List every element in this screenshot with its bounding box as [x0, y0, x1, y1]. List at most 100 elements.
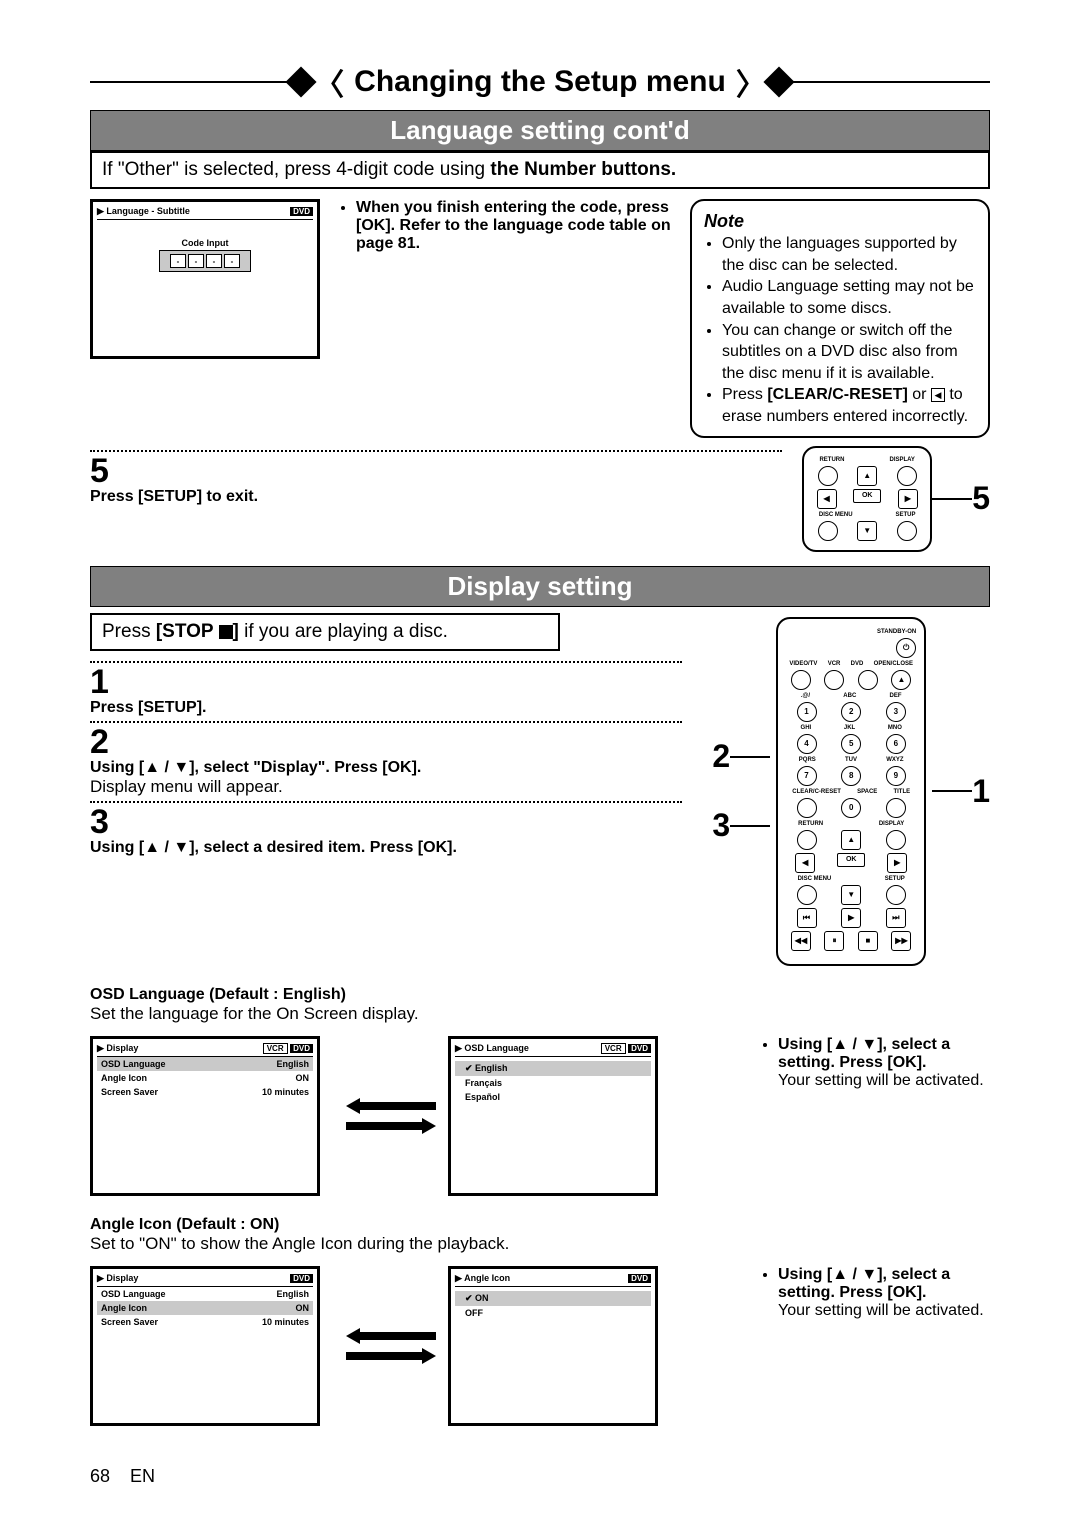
remote-full: STANDBY-ON ⏻ VIDEO/TV VCR DVD OPEN/CLOSE… [776, 617, 926, 966]
step5-text: Press [SETUP] to exit. [90, 488, 258, 505]
setup-button[interactable] [897, 521, 917, 541]
title-button[interactable] [886, 798, 906, 818]
side-num-5: 5 [972, 480, 990, 517]
code-digit-3: - [206, 254, 222, 268]
angle-instr-bold: Using [▲ / ▼], select a setting. Press [… [778, 1266, 950, 1301]
note-item-4: Press [CLEAR/C-RESET] or ◀ to erase numb… [722, 384, 976, 427]
osd-badge: DVD [290, 207, 313, 216]
left-button[interactable]: ◀ [817, 489, 837, 509]
pause-button[interactable]: ⏸ [824, 931, 844, 951]
step3-text: Using [▲ / ▼], select a desired item. Pr… [90, 839, 457, 856]
intro-bold: the Number buttons. [490, 159, 676, 180]
vcr-button[interactable] [824, 670, 844, 690]
dvd-button[interactable] [858, 670, 878, 690]
right-button[interactable]: ▶ [898, 489, 918, 509]
page-header: 〈 Changing the Setup menu 〉 [90, 60, 990, 104]
osd-title: Language - Subtitle [106, 206, 190, 216]
side-num-2: 2 [712, 738, 730, 775]
standby-button[interactable]: ⏻ [896, 638, 916, 658]
left-button-2[interactable]: ◀ [795, 853, 815, 873]
note-column: Note Only the languages supported by the… [690, 199, 990, 438]
code-digit-2: - [188, 254, 204, 268]
step2-bold: Using [▲ / ▼], select "Display". Press [… [90, 759, 421, 776]
osd-lang-subtitle-panel: ▶ Language - Subtitle DVD Code Input - -… [90, 199, 320, 438]
up-button[interactable]: ▲ [857, 466, 877, 486]
osd-language-block: OSD Language (Default : English) Set the… [90, 986, 990, 1196]
code-digit-4: - [224, 254, 240, 268]
lang-note-bold: When you finish entering the code, press… [356, 199, 671, 252]
ff-button[interactable]: ▶▶ [891, 931, 911, 951]
num-7[interactable]: 7 [797, 766, 817, 786]
language-section: ▶ Language - Subtitle DVD Code Input - -… [90, 199, 990, 438]
num-2[interactable]: 2 [841, 702, 861, 722]
step5-num: 5 [90, 454, 782, 488]
down-button[interactable]: ▼ [857, 521, 877, 541]
discmenu-button[interactable] [818, 521, 838, 541]
num-3[interactable]: 3 [886, 702, 906, 722]
step2-plain: Display menu will appear. [90, 777, 682, 797]
prev-button[interactable]: ⏮ [797, 908, 817, 928]
step3-num: 3 [90, 805, 682, 839]
num-6[interactable]: 6 [886, 734, 906, 754]
panel-title: Display [106, 1043, 138, 1053]
return-button[interactable] [818, 466, 838, 486]
num-8[interactable]: 8 [841, 766, 861, 786]
step5-row: 5 Press [SETUP] to exit. RETURNDISPLAY ▲… [90, 446, 990, 552]
page-number: 68 [90, 1466, 110, 1486]
display-intro-box: Press [STOP ] if you are playing a disc. [90, 613, 560, 651]
osd-lang-heading: OSD Language (Default : English) [90, 986, 346, 1003]
left-arrow-icon: ◀ [931, 388, 945, 402]
setup-button-2[interactable] [886, 885, 906, 905]
remote-nav-cluster-small: RETURNDISPLAY ▲ ◀OK▶ DISC MENUSETUP ▼ [802, 446, 932, 552]
osd-language-panel: ▶ OSD Language VCR DVD ✔ English Françai… [448, 1036, 658, 1196]
section-bar-language: Language setting cont'd [90, 110, 990, 151]
section-bar-display: Display setting [90, 566, 990, 607]
side-num-1: 1 [972, 773, 990, 810]
return-button-2[interactable] [797, 830, 817, 850]
videotv-button[interactable] [791, 670, 811, 690]
display-panel-2: ▶ Display DVD OSD LanguageEnglish Angle … [90, 1266, 320, 1426]
play-button[interactable]: ▶ [841, 908, 861, 928]
code-digit-1: - [170, 254, 186, 268]
osd-lang-desc: Set the language for the On Screen displ… [90, 1004, 990, 1024]
next-button[interactable]: ⏭ [886, 908, 906, 928]
note-item-2: Audio Language setting may not be availa… [722, 276, 976, 319]
stop-button[interactable]: ■ [858, 931, 878, 951]
page-footer: 68 EN [90, 1466, 990, 1487]
page-lang: EN [130, 1466, 155, 1486]
num-1[interactable]: 1 [797, 702, 817, 722]
double-arrow-icon-2 [346, 1326, 436, 1366]
stop-icon [219, 625, 233, 639]
angle-heading: Angle Icon (Default : ON) [90, 1216, 279, 1233]
right-button-2[interactable]: ▶ [887, 853, 907, 873]
angle-instr-plain: Your setting will be activated. [778, 1302, 984, 1319]
osd-lang-instr-plain: Your setting will be activated. [778, 1072, 984, 1089]
note-title: Note [704, 209, 976, 233]
clear-button[interactable] [797, 798, 817, 818]
lang-mid-col: When you finish entering the code, press… [338, 199, 672, 438]
angle-icon-block: Angle Icon (Default : ON) Set to "ON" to… [90, 1216, 990, 1426]
num-9[interactable]: 9 [886, 766, 906, 786]
angle-desc: Set to "ON" to show the Angle Icon durin… [90, 1234, 990, 1254]
down-button-2[interactable]: ▼ [841, 885, 861, 905]
display-section: Press [STOP ] if you are playing a disc.… [90, 607, 990, 966]
display-button[interactable] [897, 466, 917, 486]
ok-button-2[interactable]: OK [837, 853, 865, 867]
intro-text: If "Other" is selected, press 4-digit co… [102, 159, 490, 180]
double-arrow-icon [346, 1096, 436, 1136]
note-item-3: You can change or switch off the subtitl… [722, 320, 976, 385]
ok-button[interactable]: OK [853, 489, 881, 503]
discmenu-button-2[interactable] [797, 885, 817, 905]
step1-num: 1 [90, 665, 682, 699]
side-num-3: 3 [712, 807, 730, 844]
osd-lang-instr-bold: Using [▲ / ▼], select a setting. Press [… [778, 1036, 950, 1071]
num-4[interactable]: 4 [797, 734, 817, 754]
display-button-2[interactable] [886, 830, 906, 850]
intro-box: If "Other" is selected, press 4-digit co… [90, 151, 990, 189]
note-box: Note Only the languages supported by the… [690, 199, 990, 438]
num-5[interactable]: 5 [841, 734, 861, 754]
num-0[interactable]: 0 [841, 798, 861, 818]
rew-button[interactable]: ◀◀ [791, 931, 811, 951]
up-button-2[interactable]: ▲ [841, 830, 861, 850]
open-close-button[interactable]: ▲ [891, 670, 911, 690]
